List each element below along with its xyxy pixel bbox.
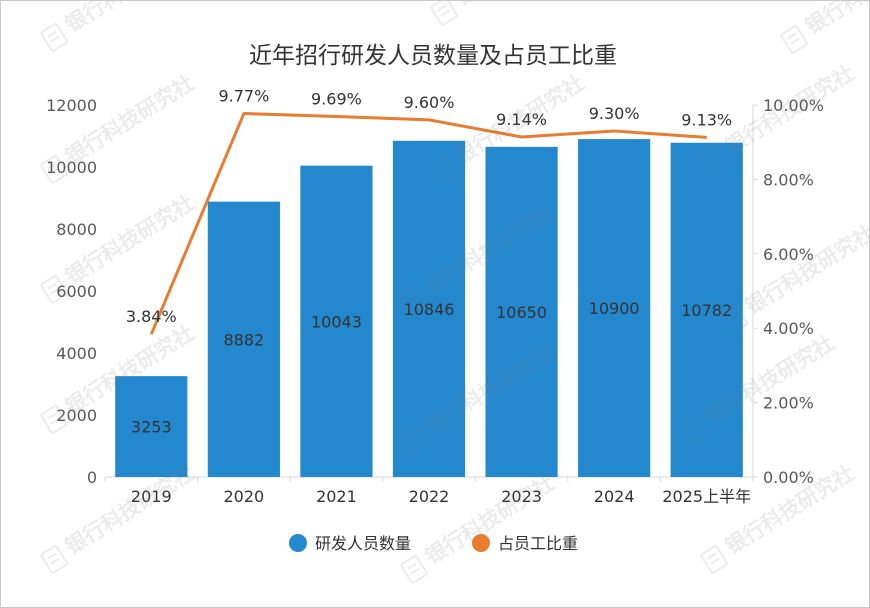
document-icon bbox=[780, 25, 808, 54]
watermark-stamp: 银行科技研究社 bbox=[430, 1, 588, 26]
x-tick-label: 2021 bbox=[316, 487, 357, 506]
document-icon bbox=[40, 155, 68, 184]
document-icon bbox=[400, 555, 428, 584]
x-tick-label: 2025上半年 bbox=[662, 487, 751, 506]
x-tick-label: 2020 bbox=[223, 487, 264, 506]
legend-label-line: 占员工比重 bbox=[498, 534, 578, 553]
data-labels: 3253 8882 10043 10846 10650 10900 10782 3.84% 9.… bbox=[126, 87, 732, 437]
x-tick-label: 2022 bbox=[409, 487, 450, 506]
watermark-text: 银行科技研究社 bbox=[451, 1, 588, 11]
document-icon bbox=[700, 545, 728, 574]
watermark-text: 银行科技研究社 bbox=[421, 471, 558, 569]
y-left-tick-label: 0 bbox=[87, 468, 97, 487]
bar-data-label: 10846 bbox=[404, 300, 455, 319]
y-right-tick-label: 0.00% bbox=[763, 468, 814, 487]
watermark-text: 银行科技研究社 bbox=[61, 1, 198, 37]
bar-series bbox=[115, 139, 743, 478]
bar bbox=[300, 165, 373, 478]
y-right-tick-label: 8.00% bbox=[763, 170, 814, 189]
bar-data-label: 3253 bbox=[131, 418, 172, 437]
line-data-label: 3.84% bbox=[126, 307, 177, 326]
watermark-stamp: 银行科技研究社 bbox=[40, 71, 198, 184]
line-data-label: 9.14% bbox=[496, 110, 547, 129]
legend-label-bar: 研发人员数量 bbox=[315, 534, 411, 553]
chart-title: 近年招行研发人员数量及占员工比重 bbox=[249, 43, 617, 69]
watermark-text: 银行科技研究社 bbox=[721, 61, 858, 159]
y-right-tick-label: 10.00% bbox=[763, 96, 824, 115]
document-icon bbox=[430, 1, 458, 26]
y-left-tick-label: 4000 bbox=[56, 344, 97, 363]
bar-data-label: 10900 bbox=[589, 299, 640, 318]
legend: 研发人员数量 占员工比重 bbox=[289, 534, 578, 553]
document-icon bbox=[40, 275, 68, 304]
bar-data-label: 10782 bbox=[681, 301, 732, 320]
watermark-text: 银行科技研究社 bbox=[61, 71, 198, 169]
document-icon bbox=[720, 305, 748, 334]
line-data-label: 9.30% bbox=[589, 104, 640, 123]
legend-marker-bar bbox=[289, 534, 307, 552]
watermark-stamp: 银行科技研究社 bbox=[40, 1, 198, 52]
legend-marker-line bbox=[472, 534, 490, 552]
document-icon bbox=[40, 545, 68, 574]
bar bbox=[578, 139, 651, 477]
x-tick-label: 2023 bbox=[501, 487, 542, 506]
bar bbox=[670, 142, 743, 477]
document-icon bbox=[430, 155, 458, 184]
watermark-text: 银行科技研究社 bbox=[801, 1, 869, 39]
bar bbox=[207, 201, 280, 477]
watermark-stamp: 银行科技研究社 bbox=[40, 191, 198, 304]
watermark-stamp: 银行科技研究社 bbox=[40, 461, 198, 574]
y-left-tick-label: 2000 bbox=[56, 406, 97, 425]
y-left-tick-label: 12000 bbox=[46, 96, 97, 115]
document-icon bbox=[700, 145, 728, 174]
document-icon bbox=[40, 23, 68, 52]
bar-data-label: 10650 bbox=[496, 303, 547, 322]
watermark-text: 银行科技研究社 bbox=[741, 221, 869, 319]
watermark-stamp: 银行科技研究社 bbox=[780, 1, 869, 54]
document-icon bbox=[680, 415, 708, 444]
line-path bbox=[149, 112, 707, 335]
document-icon bbox=[400, 425, 428, 454]
y-left-tick-label: 6000 bbox=[56, 282, 97, 301]
document-icon bbox=[400, 285, 428, 314]
y-left-tick-label: 10000 bbox=[46, 158, 97, 177]
y-right-tick-label: 4.00% bbox=[763, 319, 814, 338]
document-icon bbox=[40, 405, 68, 434]
line-data-label: 9.13% bbox=[681, 110, 732, 129]
bar bbox=[392, 140, 466, 478]
x-tick-label: 2019 bbox=[131, 487, 172, 506]
line-data-label: 9.60% bbox=[404, 93, 455, 112]
x-tick-label: 2024 bbox=[594, 487, 635, 506]
y-right-tick-label: 2.00% bbox=[763, 394, 814, 413]
bar-data-label: 8882 bbox=[223, 330, 264, 349]
bar bbox=[115, 376, 188, 477]
bar-data-label: 10043 bbox=[311, 312, 362, 331]
y-left-tick-label: 8000 bbox=[56, 220, 97, 239]
axes: 0 2000 4000 6000 8000 10000 12000 0.00% 2.00% 4.0… bbox=[46, 96, 824, 506]
line-data-label: 9.77% bbox=[218, 87, 269, 106]
bar bbox=[485, 146, 558, 477]
line-series bbox=[149, 112, 707, 335]
line-data-label: 9.69% bbox=[311, 90, 362, 109]
y-right-tick-label: 6.00% bbox=[763, 245, 814, 264]
